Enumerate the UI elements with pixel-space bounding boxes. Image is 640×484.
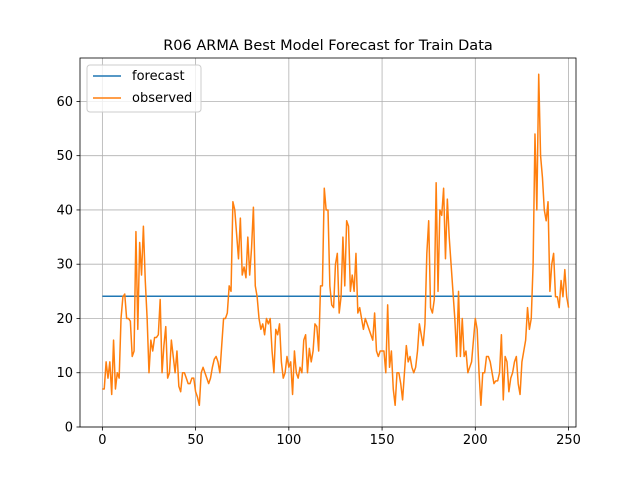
plot-frame <box>79 57 577 428</box>
y-tick-label: 40 <box>56 203 73 218</box>
x-tick-label: 50 <box>187 433 204 448</box>
y-tick-label: 0 <box>65 421 73 436</box>
legend-label-observed: observed <box>132 91 192 106</box>
x-tick-label: 100 <box>276 433 301 448</box>
x-tick-label: 0 <box>98 433 106 448</box>
y-tick-label: 60 <box>56 95 73 110</box>
legend: forecast observed <box>86 64 202 113</box>
x-tick-label: 250 <box>556 433 581 448</box>
legend-label-forecast: forecast <box>132 69 185 84</box>
series-layer <box>102 73 570 407</box>
ticks: 0 50 100 150 200 250 0 10 20 30 40 50 60 <box>56 95 581 448</box>
y-tick-label: 50 <box>56 149 73 164</box>
y-tick-label: 10 <box>56 366 73 381</box>
y-tick-label: 30 <box>56 258 73 273</box>
chart-title: R06 ARMA Best Model Forecast for Train D… <box>163 38 493 54</box>
x-tick-label: 150 <box>370 433 395 448</box>
y-tick-label: 20 <box>56 312 73 327</box>
x-tick-label: 200 <box>463 433 488 448</box>
series-line-observed <box>102 73 570 407</box>
